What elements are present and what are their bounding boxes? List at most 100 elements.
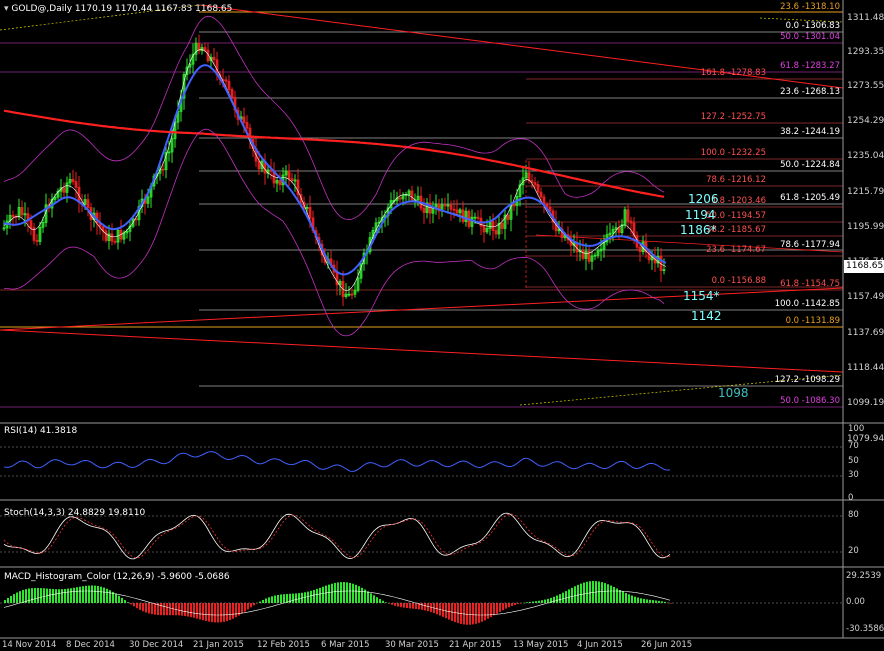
macd-bar <box>607 584 609 603</box>
price-tick: 1293.35 <box>847 47 884 57</box>
macd-bar <box>394 603 396 606</box>
macd-bar <box>331 583 333 603</box>
macd-bar <box>469 603 471 625</box>
macd-bar <box>382 600 384 603</box>
macd-bar <box>118 595 120 603</box>
candle-body <box>428 202 432 214</box>
macd-bar <box>142 603 144 612</box>
candle-body <box>518 184 522 197</box>
candle-body <box>83 199 87 205</box>
macd-bar <box>208 603 210 622</box>
macd-bar <box>97 585 99 603</box>
candle-body <box>230 89 234 98</box>
candle-body <box>578 250 582 253</box>
candle-body <box>287 170 291 180</box>
candle-body <box>212 56 216 61</box>
candle-body <box>602 241 606 250</box>
candle-body <box>227 80 231 90</box>
fib-label: 61.8 -1283.27 <box>780 61 840 71</box>
stoch-tick: 80 <box>848 510 859 520</box>
price-tick: 1079.94 <box>847 434 884 444</box>
time-tick: 30 Dec 2014 <box>129 640 184 650</box>
macd-bar <box>160 603 162 616</box>
macd-bar <box>298 593 300 603</box>
macd-bar <box>199 603 201 620</box>
macd-bar <box>190 603 192 618</box>
macd-bar <box>373 595 375 603</box>
macd-bar <box>253 603 255 606</box>
macd-bar <box>337 582 339 603</box>
candle-body <box>275 180 279 184</box>
candle-body <box>587 251 591 262</box>
candle-body <box>2 227 6 230</box>
main-price-pane[interactable] <box>0 4 844 408</box>
macd-bar <box>106 588 108 603</box>
stoch-title: Stoch(14,3,3) 24.8829 19.8110 <box>4 508 146 518</box>
macd-bar <box>532 601 534 603</box>
fib-label: 161.8 -1278.83 <box>700 68 766 78</box>
macd-bar <box>385 602 387 603</box>
macd-bar <box>85 585 87 603</box>
candle-body <box>245 122 249 129</box>
macd-bar <box>658 600 660 603</box>
macd-bar <box>217 603 219 623</box>
macd-bar <box>598 581 600 603</box>
candle-body <box>632 222 636 236</box>
ema-fast-line <box>3 49 667 291</box>
candle-body <box>590 255 594 262</box>
macd-bar <box>418 603 420 610</box>
candle-body <box>410 190 414 201</box>
macd-bar <box>568 589 570 603</box>
bollinger-upper <box>3 15 665 221</box>
macd-title: MACD_Histogram_Color (12,26,9) -5.9600 -… <box>4 572 230 582</box>
macd-bar <box>205 603 207 621</box>
level-label: 1194 <box>685 208 716 222</box>
macd-bar <box>166 603 168 616</box>
time-tick: 14 Nov 2014 <box>2 640 57 650</box>
macd-bar <box>127 602 129 603</box>
macd-bar <box>370 593 372 603</box>
macd-bar <box>10 595 12 603</box>
macd-bar <box>91 585 93 603</box>
time-tick: 4 Jun 2015 <box>577 640 623 650</box>
macd-bar <box>361 587 363 603</box>
candle-body <box>71 178 75 182</box>
macd-bar <box>340 582 342 603</box>
candle-body <box>194 42 198 55</box>
candle-body <box>68 178 72 184</box>
chart-menu-icon[interactable]: ▾ <box>4 4 9 14</box>
ma-50-line <box>3 64 667 276</box>
macd-bar <box>250 603 252 608</box>
candle-body <box>527 172 531 181</box>
macd-bar <box>43 588 45 603</box>
candle-body <box>455 209 459 214</box>
candle-body <box>197 42 201 52</box>
price-tick: 1215.79 <box>847 187 884 197</box>
macd-bar <box>547 598 549 603</box>
macd-bar <box>247 603 249 610</box>
candle-body <box>170 138 174 153</box>
macd-bar <box>544 599 546 603</box>
fib-label: 127.2 -1252.75 <box>700 112 766 122</box>
macd-bar <box>349 582 351 603</box>
macd-bar <box>175 603 177 616</box>
rsi-tick: 0 <box>848 493 854 503</box>
fib-label: 127.2 -1098.29 <box>774 375 840 385</box>
macd-bar <box>73 587 75 603</box>
fib-label: 100.0 -1142.85 <box>774 299 840 309</box>
price-tick: 1235.04 <box>847 151 884 161</box>
macd-bar <box>511 603 513 607</box>
macd-bar <box>271 596 273 603</box>
macd-bar <box>274 595 276 603</box>
macd-bar <box>493 603 495 616</box>
rsi-tick: 100 <box>848 424 865 434</box>
macd-bar <box>16 592 18 603</box>
chart-title: ▾ GOLD@,Daily 1170.19 1170.44 1167.83 11… <box>4 4 232 14</box>
candle-body <box>497 222 501 235</box>
macd-bar <box>343 582 345 603</box>
macd-bar <box>223 603 225 622</box>
macd-bar <box>70 588 72 603</box>
macd-bar <box>643 598 645 603</box>
macd-bar <box>268 597 270 603</box>
